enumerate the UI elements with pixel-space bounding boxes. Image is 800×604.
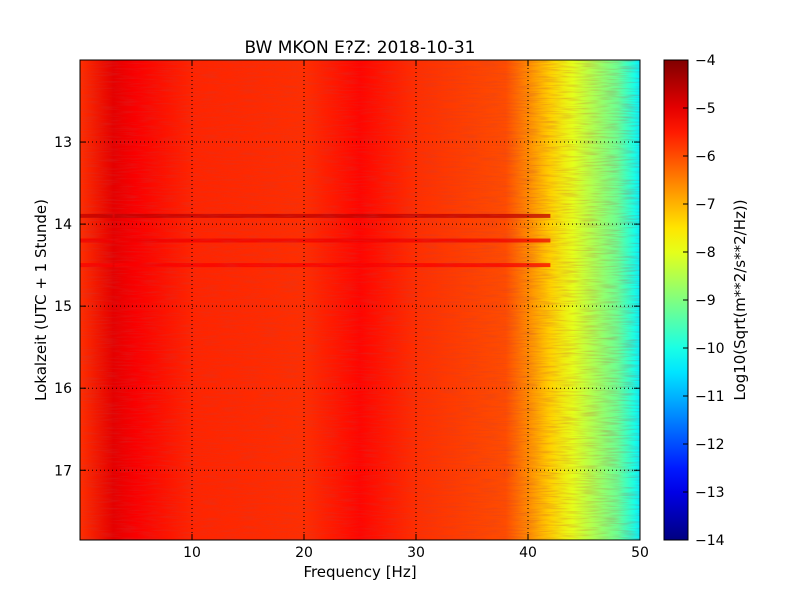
y-tick-label: 15	[54, 299, 72, 315]
plot-frame	[79, 59, 641, 541]
y-tick-label: 13	[54, 135, 72, 151]
y-tick-label: 17	[54, 463, 72, 479]
colorbar-tick-label: −14	[695, 533, 725, 549]
y-tick-label: 16	[54, 381, 72, 397]
x-tick-label: 30	[407, 545, 425, 561]
colorbar-tick-label: −8	[695, 245, 716, 261]
colorbar-tick-label: −10	[695, 341, 725, 357]
colorbar-tick-label: −6	[695, 149, 716, 165]
y-axis-label: Lokalzeit (UTC + 1 Stunde)	[32, 199, 50, 401]
spectrogram-grain	[80, 60, 640, 540]
colorbar-tick-label: −13	[695, 485, 725, 501]
colorbar-tick-label: −7	[695, 197, 716, 213]
colorbar-label: Log10(Sqrt(m**2/s**2/Hz))	[731, 199, 749, 400]
x-tick-label: 20	[295, 545, 313, 561]
grid-lines	[80, 60, 640, 540]
chart-title: BW MKON E?Z: 2018-10-31	[245, 38, 476, 58]
y-tick-label: 14	[54, 217, 72, 233]
colorbar-tick-label: −9	[695, 293, 716, 309]
x-tick-label: 10	[183, 545, 201, 561]
plot-area	[80, 60, 640, 540]
x-axis-label: Frequency [Hz]	[303, 563, 416, 581]
x-tick-label: 50	[631, 545, 649, 561]
colorbar-tick-label: −5	[695, 101, 716, 117]
colorbar-tick-label: −12	[695, 437, 725, 453]
colorbar-tick-label: −11	[695, 389, 725, 405]
colorbar-tick-label: −4	[695, 53, 716, 69]
x-tick-label: 40	[519, 545, 537, 561]
